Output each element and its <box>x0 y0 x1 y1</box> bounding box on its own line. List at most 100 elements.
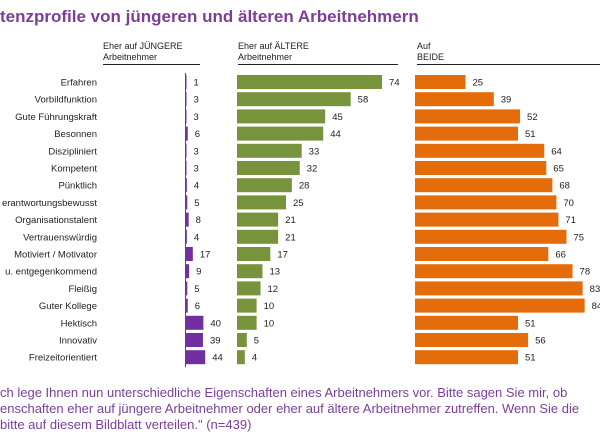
value-label-both: 70 <box>563 198 574 209</box>
category-label: Besonnen <box>54 129 97 140</box>
value-label-older: 32 <box>307 164 318 175</box>
value-label-older: 28 <box>299 181 310 192</box>
chart-title: tenzprofile von jüngeren und älteren Arb… <box>0 7 419 26</box>
value-label-both: 71 <box>565 215 576 226</box>
category-label: Kompetent <box>51 164 97 175</box>
column-header-both-line1: Auf <box>417 41 431 51</box>
bar-both <box>415 229 567 244</box>
value-label-younger: 5 <box>194 198 199 209</box>
value-label-older: 10 <box>264 301 275 312</box>
value-label-both: 75 <box>574 232 585 243</box>
value-label-older: 10 <box>264 318 275 329</box>
value-label-both: 84 <box>592 301 600 312</box>
value-label-younger: 3 <box>194 112 199 123</box>
bar-older <box>237 75 383 89</box>
bar-older <box>237 298 257 313</box>
value-label-younger: 39 <box>210 336 221 347</box>
category-label: Guter Kollege <box>39 301 97 312</box>
note-line-1: ch lege Ihnen nun unterschiedliche Eigen… <box>0 385 568 400</box>
bar-younger <box>185 126 188 141</box>
bar-both <box>415 92 494 107</box>
value-label-older: 25 <box>293 198 304 209</box>
bar-younger <box>185 315 204 330</box>
value-label-younger: 40 <box>210 318 221 329</box>
header-rule-both <box>417 64 600 65</box>
value-label-older: 4 <box>252 353 257 364</box>
value-label-both: 51 <box>525 129 536 140</box>
value-label-younger: 1 <box>194 78 199 89</box>
bar-both <box>415 143 545 158</box>
value-label-older: 44 <box>330 129 341 140</box>
bar-younger <box>185 212 189 227</box>
bar-older <box>237 264 263 279</box>
value-label-younger: 6 <box>195 129 200 140</box>
column-header-older: Eher auf ÄLTERE Arbeitnehmer <box>238 41 309 63</box>
bar-older <box>237 161 300 175</box>
header-rule-older <box>238 64 398 65</box>
value-label-both: 51 <box>525 318 536 329</box>
value-label-older: 33 <box>309 146 320 157</box>
category-label: Erfahren <box>61 78 97 89</box>
value-label-both: 78 <box>580 267 591 278</box>
value-label-older: 12 <box>268 284 279 295</box>
bar-both <box>415 333 529 347</box>
bar-older <box>237 281 261 296</box>
bar-younger <box>185 281 188 296</box>
bar-older <box>237 92 351 107</box>
value-label-both: 51 <box>525 353 536 364</box>
bar-older <box>237 333 247 347</box>
value-label-both: 83 <box>590 284 600 295</box>
bar-both <box>415 350 519 365</box>
question-note: ch lege Ihnen nun unterschiedliche Eigen… <box>0 385 600 433</box>
bar-both <box>415 315 519 330</box>
value-label-both: 64 <box>551 146 562 157</box>
header-rule-younger <box>103 64 200 65</box>
value-label-younger: 5 <box>194 284 199 295</box>
bar-both <box>415 126 519 141</box>
bar-both <box>415 161 547 175</box>
bar-older <box>237 229 279 244</box>
value-label-older: 5 <box>254 336 259 347</box>
bar-younger <box>185 247 193 261</box>
bar-older <box>237 195 286 210</box>
bar-younger <box>185 264 190 279</box>
category-label: erantwortungsbewusst <box>2 198 97 209</box>
bar-both <box>415 281 583 296</box>
value-label-younger: 3 <box>194 164 199 175</box>
value-label-younger: 44 <box>212 353 223 364</box>
bar-younger <box>185 350 206 365</box>
bar-older <box>237 143 302 158</box>
category-label: Vorbildfunktion <box>35 95 97 106</box>
category-label: Pünktlich <box>58 181 97 192</box>
category-label: Gute Führungskraft <box>15 112 97 123</box>
bar-both <box>415 109 521 124</box>
category-label: Vertrauenswürdig <box>23 232 97 243</box>
column-header-both: Auf BEIDE <box>417 41 444 63</box>
bar-older <box>237 247 271 261</box>
bar-younger <box>185 195 188 210</box>
bar-older <box>237 178 292 193</box>
value-label-both: 56 <box>535 336 546 347</box>
value-label-both: 39 <box>501 95 512 106</box>
category-label: Fleißig <box>68 284 97 295</box>
note-line-2: enschaften eher auf jüngere Arbeitnehmer… <box>0 401 580 416</box>
bar-both <box>415 195 557 210</box>
column-header-older-line2: Arbeitnehmer <box>238 52 293 62</box>
category-label: Organisationstalent <box>15 215 97 226</box>
bar-both <box>415 298 585 313</box>
value-label-both: 52 <box>527 112 538 123</box>
bar-both <box>415 75 466 89</box>
value-label-younger: 4 <box>194 181 199 192</box>
value-label-older: 58 <box>358 95 369 106</box>
value-label-younger: 9 <box>196 267 201 278</box>
column-header-both-line2: BEIDE <box>417 52 445 62</box>
value-label-younger: 3 <box>194 146 199 157</box>
category-label: Innovativ <box>59 336 97 347</box>
bar-older <box>237 350 245 365</box>
bar-younger <box>185 333 203 347</box>
bar-older <box>237 126 324 141</box>
bar-both <box>415 212 559 227</box>
category-label: Hektisch <box>61 318 97 329</box>
note-line-3: bitte auf diesem Bildblatt verteilen." (… <box>0 417 252 432</box>
